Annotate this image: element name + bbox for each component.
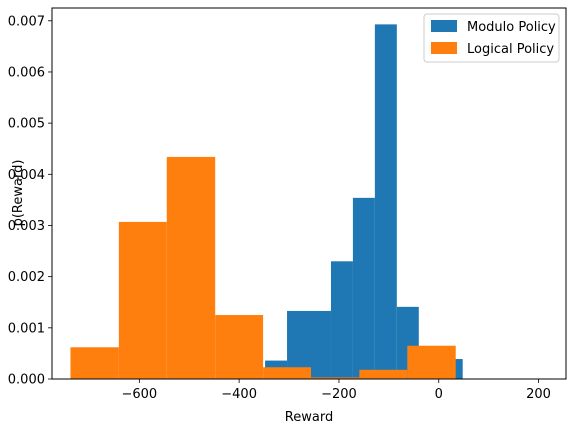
bars-layer xyxy=(70,24,553,379)
histogram-bar-modulo xyxy=(374,24,397,379)
x-axis-label: Reward xyxy=(285,410,333,425)
histogram-bar-logical xyxy=(215,315,264,379)
legend-swatch-logical xyxy=(431,42,457,54)
histogram-bar-logical xyxy=(407,345,456,379)
y-axis-label: p(Reward) xyxy=(11,160,26,227)
histogram-bar-modulo xyxy=(287,310,309,379)
x-tick-label: −200 xyxy=(321,387,357,402)
x-tick-label: −600 xyxy=(121,387,157,402)
histogram-bar-logical xyxy=(263,367,311,379)
y-tick-label: 0.005 xyxy=(8,117,45,132)
histogram-bar-modulo xyxy=(330,261,353,379)
histogram-bar-modulo xyxy=(352,197,375,379)
y-tick-label: 0.004 xyxy=(8,168,45,183)
legend-label-modulo: Modulo Policy xyxy=(467,20,556,35)
y-tick-label: 0.003 xyxy=(8,219,45,234)
legend-box xyxy=(423,13,560,63)
legend-label-logical: Logical Policy xyxy=(467,42,554,57)
x-tick-label: −400 xyxy=(221,387,257,402)
histogram-bar-logical xyxy=(70,347,119,379)
x-tick-label: 0 xyxy=(435,387,443,402)
plot-frame xyxy=(51,7,567,380)
legend: Modulo Policy Logical Policy xyxy=(423,13,560,63)
histogram-bar-logical xyxy=(118,221,167,379)
y-tick-label: 0.001 xyxy=(8,321,45,336)
y-tick-label: 0.006 xyxy=(8,65,45,80)
x-tick-label: 200 xyxy=(526,387,551,402)
y-tick-label: 0.007 xyxy=(8,14,45,29)
y-axis-ticks: 0.000 0.001 0.002 0.003 0.004 0.005 0.006 0.007 xyxy=(8,14,52,388)
x-axis-ticks: −600 −400 −200 0 200 xyxy=(121,379,551,402)
y-tick-label: 0.002 xyxy=(8,270,45,285)
histogram-bar-modulo xyxy=(309,310,331,379)
legend-swatch-modulo xyxy=(431,20,457,32)
histogram-bar-logical xyxy=(311,377,360,379)
y-tick-label: 0.000 xyxy=(8,373,45,388)
histogram-bar-logical xyxy=(359,369,408,379)
histogram-bar-logical xyxy=(166,156,216,379)
